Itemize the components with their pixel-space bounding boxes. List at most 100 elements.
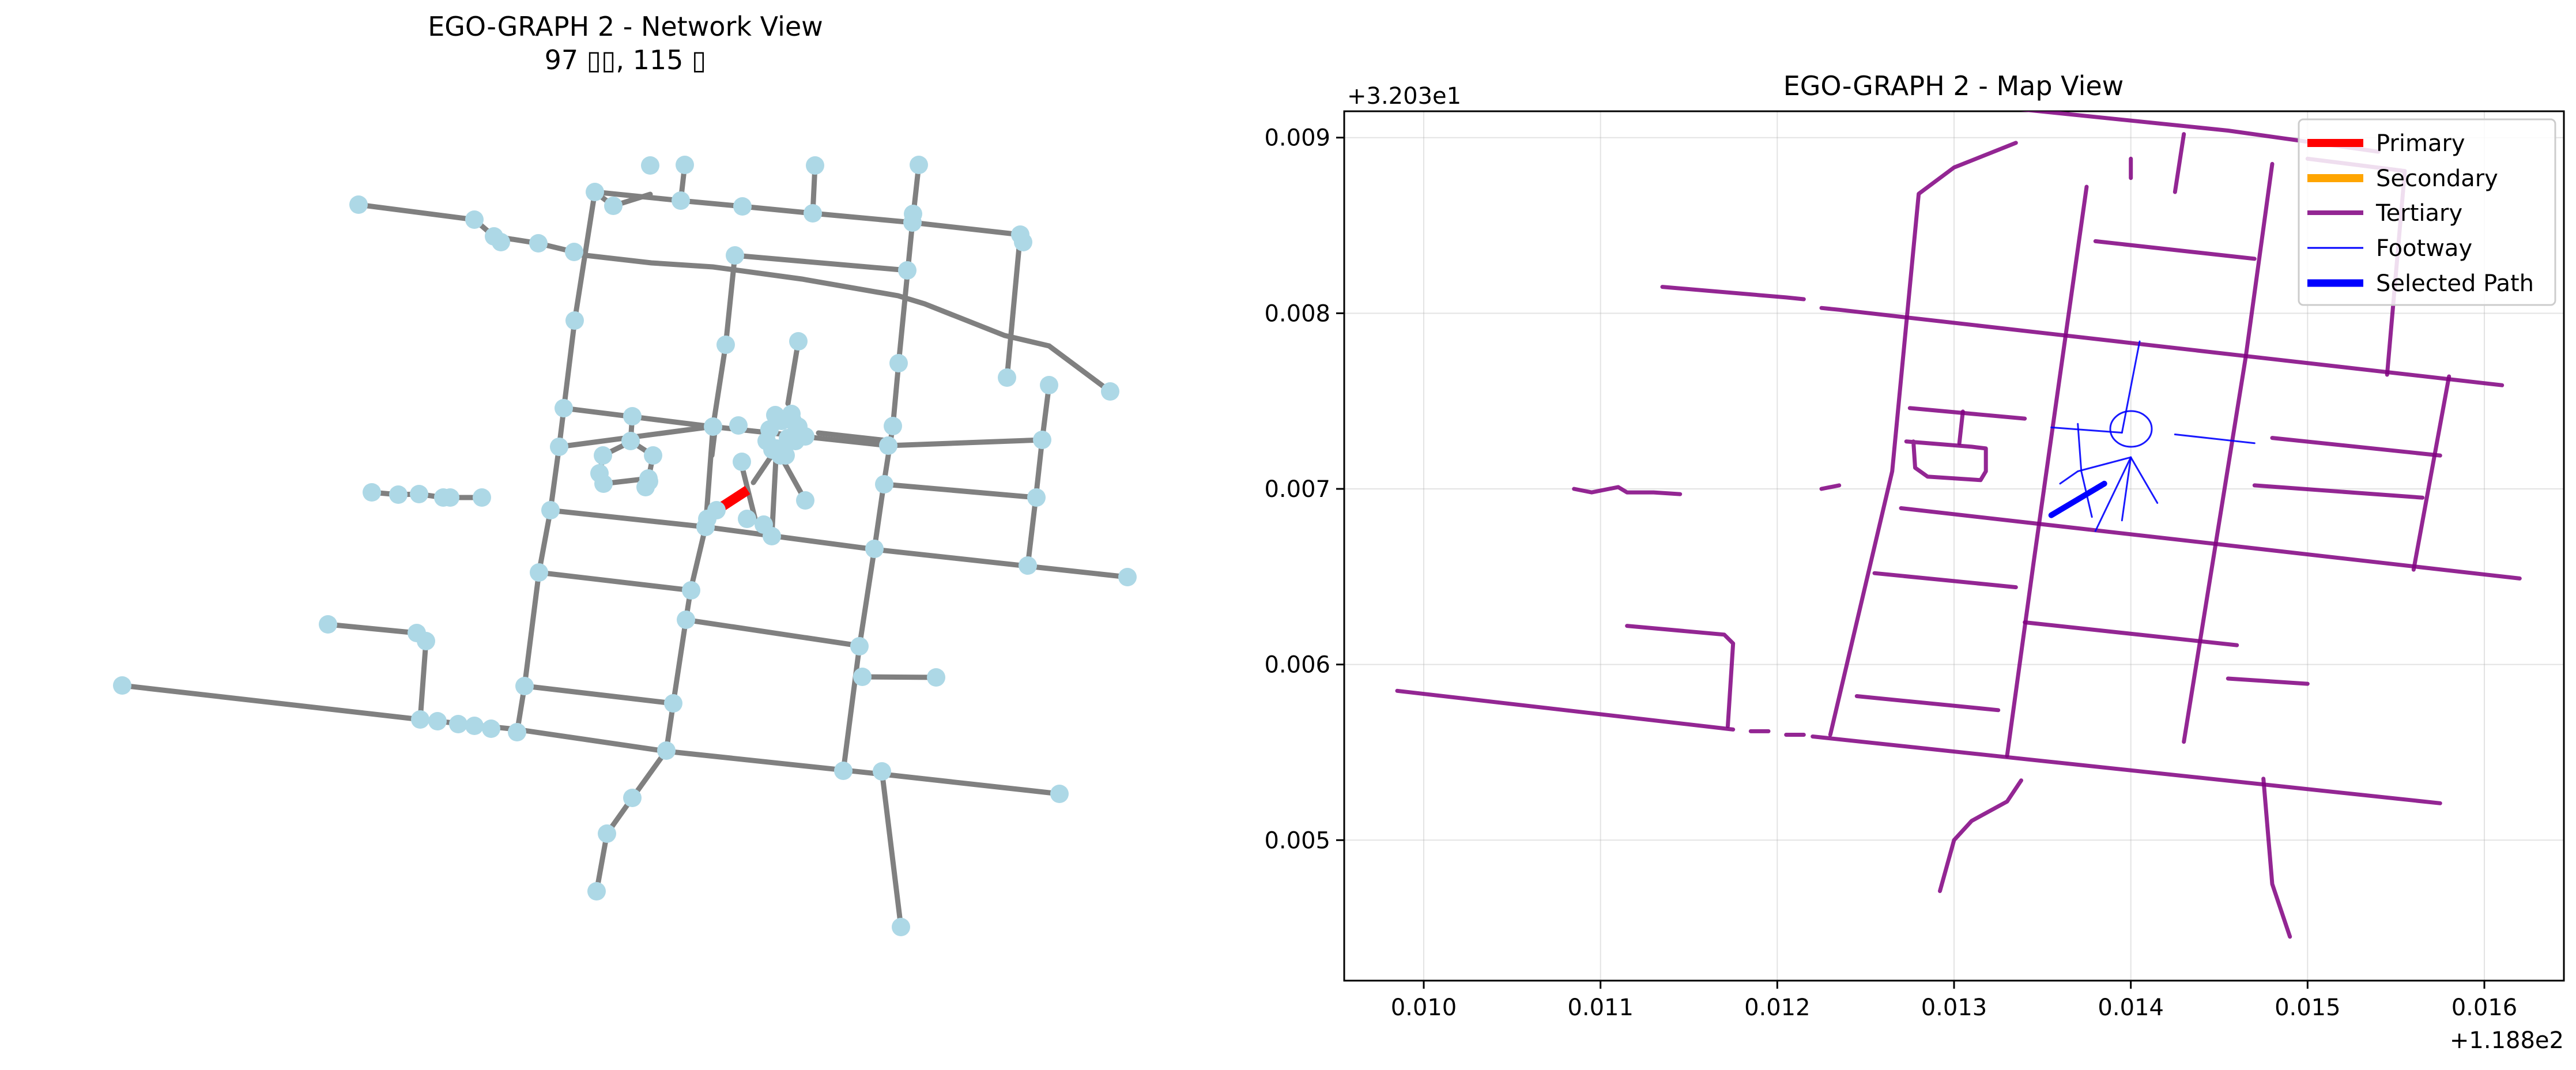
network-node — [621, 432, 640, 450]
map-tertiary-line — [2093, 239, 2257, 261]
network-view-panel: EGO-GRAPH 2 - Network View 97 ▯▯, 115 ▯ — [113, 11, 1137, 936]
map-tertiary-line — [2270, 436, 2442, 458]
network-node — [865, 540, 884, 558]
map-tertiary-line — [1811, 734, 2442, 805]
network-node — [565, 311, 584, 330]
network-view-subtitle: 97 ▯▯, 115 ▯ — [545, 44, 707, 76]
network-node — [779, 429, 797, 447]
y-tick-label: 0.005 — [1264, 827, 1330, 854]
network-edge — [879, 768, 904, 930]
network-node — [508, 723, 526, 741]
network-node — [349, 195, 368, 214]
network-node — [441, 488, 459, 507]
y-tick-label: 0.009 — [1264, 125, 1330, 152]
network-node — [766, 406, 785, 424]
y-tick-label: 0.006 — [1264, 652, 1330, 679]
network-node — [515, 677, 534, 695]
network-node — [428, 712, 447, 730]
network-edge — [594, 748, 669, 894]
network-node — [1040, 376, 1058, 394]
network-node — [1050, 785, 1069, 803]
y-tick-label: 0.007 — [1264, 476, 1330, 503]
y-tick-label: 0.008 — [1264, 300, 1330, 327]
network-node — [465, 210, 484, 229]
map-tertiary-line — [2005, 184, 2089, 758]
network-node — [672, 191, 690, 210]
network-node — [755, 515, 773, 534]
network-node — [1027, 488, 1046, 507]
network-node — [729, 416, 748, 435]
map-tertiary-line — [1625, 624, 1736, 728]
map-footway-line — [2094, 456, 2132, 532]
network-edge — [536, 570, 694, 593]
network-node — [796, 491, 814, 510]
network-node — [733, 453, 751, 471]
network-node — [1033, 431, 1051, 449]
network-node — [410, 485, 428, 503]
network-node — [806, 156, 824, 175]
network-node — [550, 438, 568, 456]
network-edge — [663, 253, 738, 753]
map-footway-line — [2121, 340, 2141, 434]
network-node — [998, 368, 1016, 387]
network-node — [1101, 382, 1119, 401]
x-tick-label: 0.010 — [1391, 994, 1457, 1021]
y-offset-label: +3.203e1 — [1347, 83, 1461, 110]
network-node — [604, 197, 623, 215]
map-view-panel: EGO-GRAPH 2 - Map View 0.010 0.011 0.012 0.… — [1264, 70, 2565, 1054]
network-edge — [709, 429, 718, 458]
network-node — [889, 354, 908, 372]
legend-label-secondary: Secondary — [2376, 165, 2498, 192]
network-node — [1118, 568, 1137, 586]
network-node — [873, 762, 891, 781]
network-node — [1019, 556, 1037, 575]
network-edge — [816, 430, 894, 444]
network-edge — [522, 683, 676, 706]
map-tertiary-line — [2252, 483, 2425, 500]
x-tick-label: 0.016 — [2451, 994, 2518, 1021]
network-edge — [840, 220, 915, 774]
network-node — [644, 446, 662, 465]
map-tertiary-line — [1957, 409, 1965, 446]
network-edge — [732, 253, 910, 273]
network-node — [676, 156, 694, 174]
map-tertiary-line — [2411, 374, 2451, 572]
network-node — [541, 501, 560, 519]
network-node — [664, 694, 682, 713]
network-node — [623, 407, 642, 425]
network-node — [555, 399, 573, 417]
network-edge — [1025, 382, 1052, 568]
network-node — [677, 611, 695, 629]
network-node — [492, 233, 510, 251]
map-roundabout — [2109, 410, 2153, 448]
network-node — [113, 676, 131, 695]
map-footway-line — [2174, 434, 2256, 444]
network-node — [904, 205, 922, 223]
map-ticks: 0.010 0.011 0.012 0.013 0.014 0.015 0.016 0.005… — [1264, 125, 2517, 1021]
network-node — [623, 789, 642, 807]
map-tertiary-line — [1899, 506, 2522, 581]
network-node — [641, 156, 659, 175]
legend-box — [2298, 118, 2556, 306]
map-selected-path-line — [2048, 480, 2107, 518]
network-node — [598, 824, 616, 843]
network-node — [449, 715, 467, 733]
network-edge — [514, 189, 598, 735]
map-tertiary-line — [1938, 778, 2023, 894]
network-node — [594, 446, 612, 465]
network-edge — [682, 617, 862, 649]
network-node — [529, 234, 548, 253]
map-footway-line — [2121, 456, 2132, 522]
network-node — [789, 332, 808, 351]
x-tick-label: 0.011 — [1567, 994, 1634, 1021]
network-node — [834, 762, 853, 780]
network-node — [682, 581, 700, 600]
map-footway-line — [2059, 456, 2132, 485]
legend-label-selected-path: Selected Path — [2376, 270, 2534, 297]
network-node — [804, 204, 822, 223]
network-node — [716, 336, 735, 354]
network-node — [417, 632, 435, 650]
map-tertiary-line — [1828, 141, 2018, 737]
network-node — [707, 501, 726, 519]
network-node — [594, 474, 613, 493]
